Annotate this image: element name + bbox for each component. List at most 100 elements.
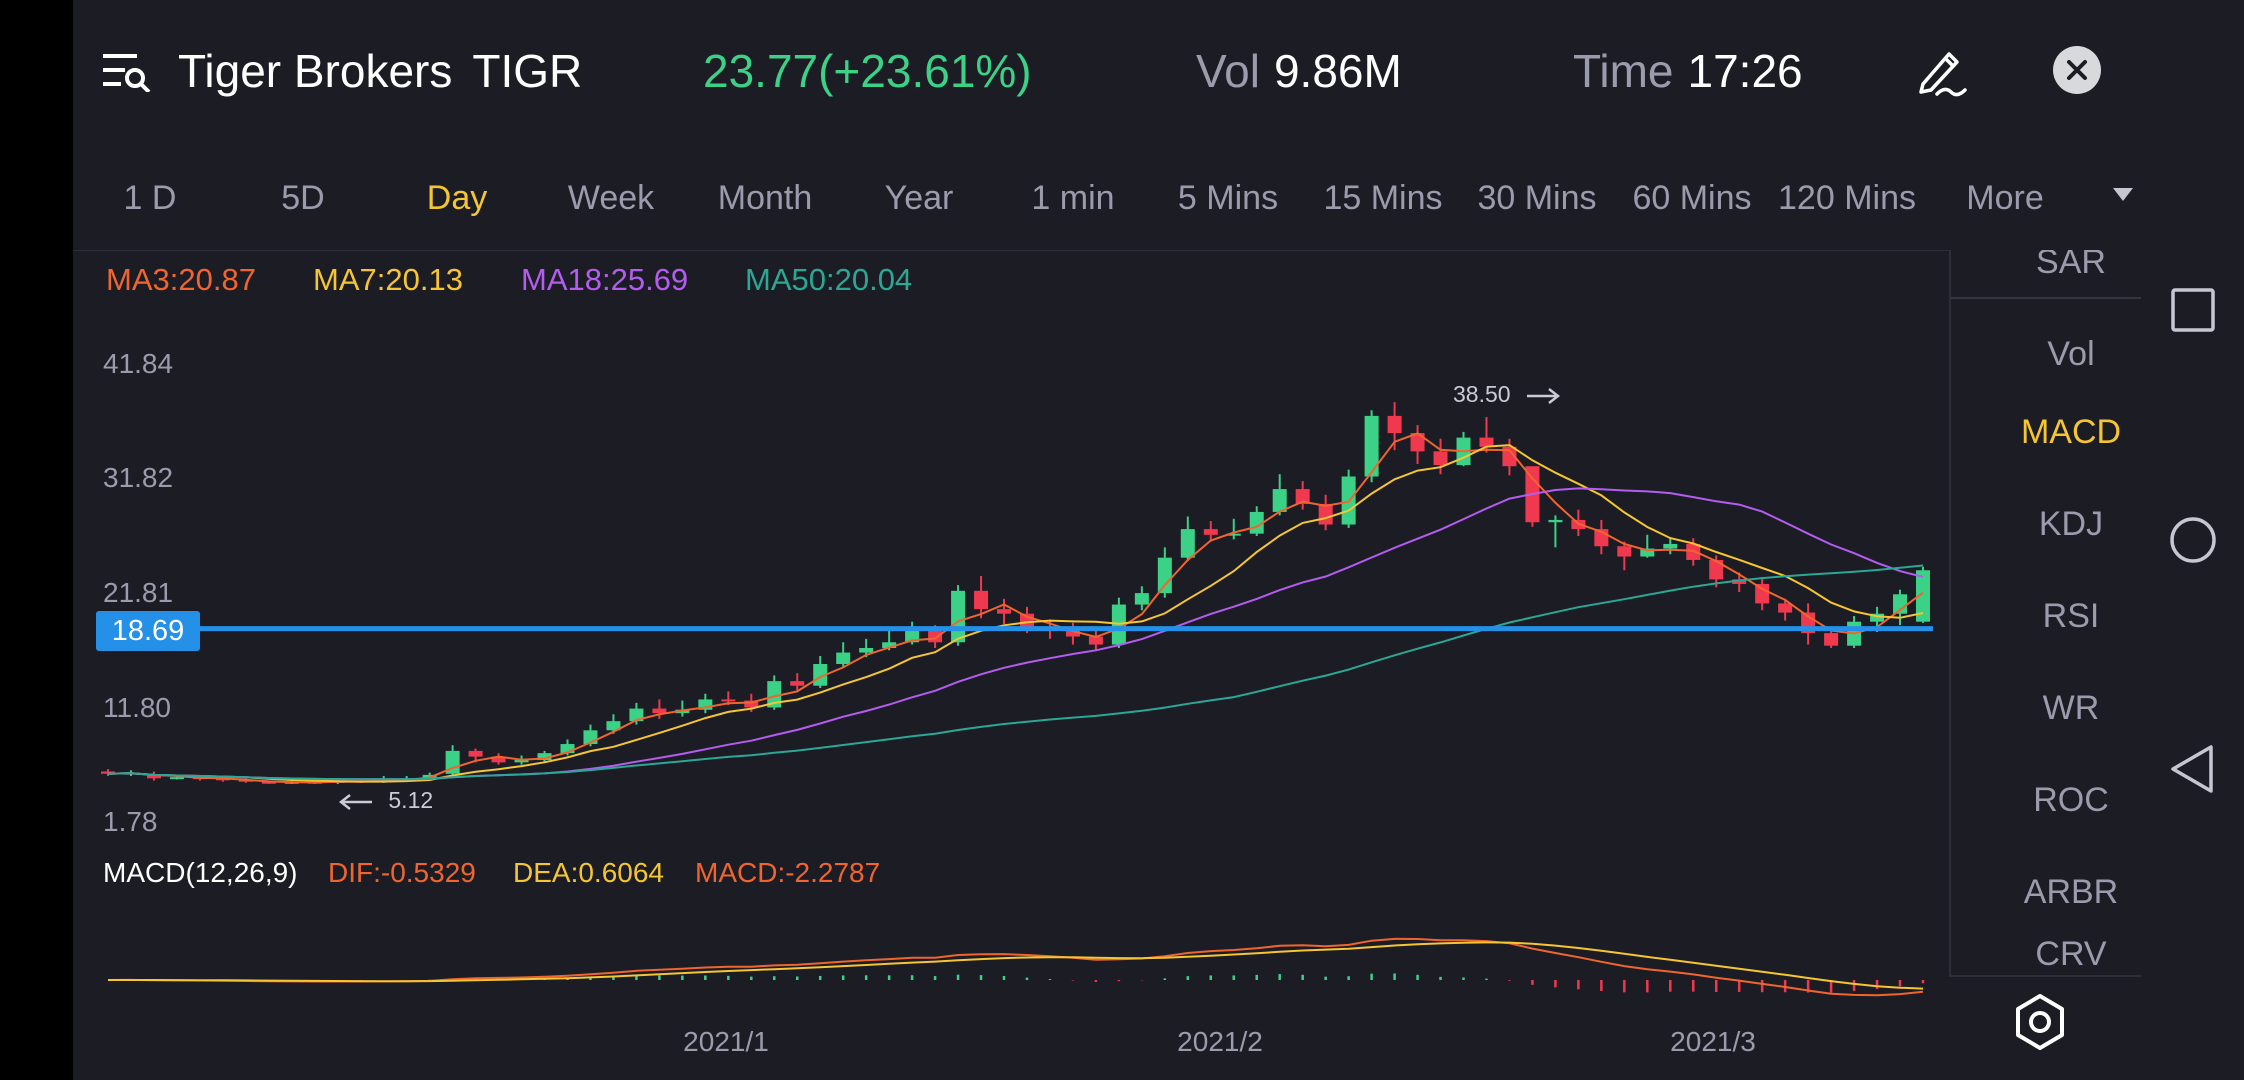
indicator-sar[interactable]: SAR bbox=[2036, 250, 2106, 281]
candle-body bbox=[1180, 529, 1195, 558]
time-readout: Time 17:26 bbox=[1573, 40, 1803, 102]
macd-title: MACD(12,26,9) bbox=[103, 857, 298, 888]
indicator-wr[interactable]: WR bbox=[2042, 689, 2100, 727]
indicator-roc[interactable]: ROC bbox=[2033, 781, 2109, 819]
candle-body bbox=[1617, 546, 1632, 557]
candle-body bbox=[606, 721, 621, 731]
candle-body bbox=[491, 756, 506, 763]
candle-body bbox=[1916, 570, 1930, 622]
candle-body bbox=[652, 708, 667, 714]
edit-pen-icon[interactable] bbox=[1915, 44, 1969, 98]
candle-body bbox=[146, 774, 161, 779]
candle-body bbox=[537, 753, 552, 761]
macd-value: MACD:-2.2787 bbox=[695, 857, 881, 888]
tab-5-mins[interactable]: 5 Mins bbox=[1177, 179, 1279, 217]
candle-body bbox=[1755, 583, 1770, 604]
candle-body bbox=[997, 609, 1012, 614]
ma7-line bbox=[107, 444, 1924, 783]
tab-60-mins[interactable]: 60 Mins bbox=[1632, 179, 1752, 217]
tab-month[interactable]: Month bbox=[717, 179, 813, 217]
y-tick-label: 41.84 bbox=[103, 348, 174, 379]
candle-body bbox=[698, 699, 713, 710]
settings-icon[interactable] bbox=[2010, 992, 2070, 1052]
candle-body bbox=[1203, 529, 1218, 535]
candle-body bbox=[629, 708, 644, 722]
candle-body bbox=[514, 760, 529, 763]
y-tick-label: 11.80 bbox=[103, 692, 171, 723]
candle-body bbox=[215, 778, 230, 781]
back-triangle-icon[interactable] bbox=[2167, 743, 2219, 795]
candle-body bbox=[1272, 489, 1287, 512]
tab-1-min[interactable]: 1 min bbox=[1031, 179, 1115, 217]
tab-more[interactable]: More bbox=[1966, 179, 2044, 217]
x-tick-label: 2021/1 bbox=[683, 1026, 769, 1057]
circle-nav-icon[interactable] bbox=[2167, 514, 2219, 566]
indicator-kdj[interactable]: KDJ bbox=[2038, 505, 2104, 543]
indicator-crv[interactable]: CRV bbox=[2035, 935, 2107, 973]
tab-30-mins[interactable]: 30 Mins bbox=[1477, 179, 1597, 217]
high-price-value: 38.50 bbox=[1453, 381, 1511, 407]
tab-week[interactable]: Week bbox=[567, 179, 655, 217]
candle-body bbox=[1732, 579, 1747, 584]
candle-body bbox=[1686, 543, 1701, 560]
candle-body bbox=[101, 771, 115, 774]
candle-body bbox=[1134, 593, 1149, 605]
candlestick-chart[interactable] bbox=[73, 0, 1943, 850]
tabs-divider bbox=[73, 250, 2141, 251]
indicator-macd[interactable]: MACD bbox=[2020, 413, 2122, 451]
candle-body bbox=[445, 750, 460, 774]
volume-value: 9.86M bbox=[1273, 45, 1402, 97]
candle-body bbox=[744, 700, 759, 708]
candle-body bbox=[905, 630, 920, 643]
candle-body bbox=[1893, 594, 1908, 614]
tab-day[interactable]: Day bbox=[426, 179, 488, 217]
period-tabs: 1 D 5D Day Week Month Year 1 min 5 Mins 15 Mins 3… bbox=[73, 168, 2141, 228]
volume-label: Vol bbox=[1196, 45, 1260, 97]
candle-body bbox=[1824, 633, 1839, 646]
candle-body bbox=[1387, 415, 1402, 434]
arrow-right-icon bbox=[1526, 387, 1560, 404]
macd-dea: DEA:0.6064 bbox=[513, 857, 664, 888]
stock-title: Tiger Brokers TIGR bbox=[178, 40, 582, 102]
menu-search-icon[interactable] bbox=[103, 52, 151, 92]
indicator-rsi[interactable]: RSI bbox=[2042, 597, 2100, 635]
candle-body bbox=[1709, 559, 1724, 580]
ma50-line bbox=[107, 564, 1924, 781]
ma50-legend: MA50:20.04 bbox=[745, 262, 913, 297]
candle-body bbox=[1226, 533, 1241, 536]
candle-body bbox=[928, 630, 943, 643]
candle-body bbox=[790, 681, 805, 686]
x-tick-label: 2021/3 bbox=[1670, 1026, 1756, 1057]
y-tick-label: 31.82 bbox=[103, 462, 174, 493]
candle-body bbox=[468, 750, 483, 757]
system-nav-bar bbox=[2141, 0, 2244, 1080]
candle-body bbox=[1640, 548, 1655, 557]
tabs-dropdown-icon[interactable] bbox=[2113, 188, 2133, 201]
candle-body bbox=[1663, 543, 1678, 549]
candle-body bbox=[1364, 415, 1379, 477]
candle-body bbox=[767, 681, 782, 708]
tab-1-d[interactable]: 1 D bbox=[123, 179, 177, 217]
candle-body bbox=[1479, 437, 1494, 447]
ma7-legend: MA7:20.13 bbox=[313, 262, 463, 297]
indicator-panel[interactable]: SAR Vol MACD KDJ RSI WR ROC ARBR CRV bbox=[1949, 250, 2141, 977]
tab-15-mins[interactable]: 15 Mins bbox=[1323, 179, 1443, 217]
x-tick-label: 2021/2 bbox=[1177, 1026, 1263, 1057]
candle-body bbox=[169, 777, 184, 780]
tab-year[interactable]: Year bbox=[884, 179, 954, 217]
tab-5d[interactable]: 5D bbox=[281, 179, 325, 217]
close-button[interactable] bbox=[2053, 46, 2101, 94]
ma3-legend: MA3:20.87 bbox=[106, 262, 256, 297]
square-nav-icon[interactable] bbox=[2167, 284, 2219, 336]
tab-120-mins[interactable]: 120 Mins bbox=[1778, 179, 1916, 217]
candle-body bbox=[1065, 629, 1080, 637]
dea-line bbox=[108, 941, 1924, 990]
current-price-tag: 18.69 bbox=[96, 611, 200, 651]
high-price-annotation: 38.50 bbox=[1453, 381, 1561, 408]
candle-body bbox=[261, 781, 276, 784]
candle-body bbox=[1088, 636, 1103, 645]
stock-name: Tiger Brokers bbox=[178, 45, 453, 97]
macd-chart[interactable] bbox=[73, 0, 1943, 1080]
indicator-arbr[interactable]: ARBR bbox=[2023, 873, 2119, 911]
indicator-vol[interactable]: Vol bbox=[2047, 335, 2095, 373]
